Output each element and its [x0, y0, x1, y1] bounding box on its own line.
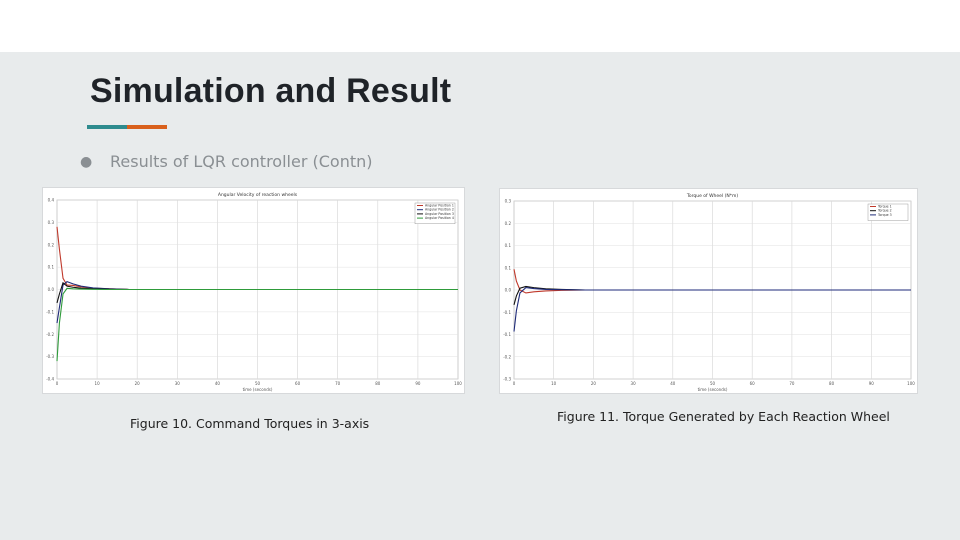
slide-title: Simulation and Result	[90, 72, 452, 110]
fig11-y-tick-label: -0.1	[503, 332, 511, 337]
figure-11-plot: 0 10 20 30 40 50 60 70 80 90 100 -0.3 -0.2 -0.1 -0.1 0.…	[499, 188, 918, 394]
fig11-y-tick-label: 0.1	[505, 265, 512, 270]
fig11-x-axis-label: time (seconds)	[698, 387, 728, 392]
fig11-legend-label: Torque 3	[877, 213, 892, 217]
fig10-y-tick-label: -0.1	[46, 309, 54, 314]
fig10-x-tick-label: 100	[454, 381, 462, 386]
fig10-legend-label: Angular Position 2	[425, 208, 454, 212]
fig11-y-tick-label: 0.3	[505, 199, 512, 204]
fig10-x-tick-label: 40	[215, 381, 221, 386]
fig10-x-tick-label: 80	[375, 381, 381, 386]
fig10-y-tick-label: 0.2	[48, 242, 55, 247]
figure-10-caption: Figure 10. Command Torques in 3-axis	[130, 416, 370, 431]
accent-bar-orange	[127, 125, 167, 129]
accent-bar	[87, 125, 167, 129]
fig10-y-tick-label: -0.3	[46, 354, 54, 359]
fig11-x-tick-label: 50	[710, 381, 716, 386]
accent-bar-teal	[87, 125, 127, 129]
fig11-x-tick-label: 60	[750, 381, 756, 386]
fig10-x-tick-label: 20	[135, 381, 141, 386]
fig10-legend-label: Angular Position 3	[425, 212, 454, 216]
bullet-text: Results of LQR controller (Contn)	[110, 152, 373, 171]
fig11-y-tick-label: 0.2	[505, 221, 512, 226]
fig11-y-tick-label: -0.3	[503, 377, 511, 382]
figure-11-chart: 0 10 20 30 40 50 60 70 80 90 100 -0.3 -0.2 -0.1 -0.1 0.…	[503, 193, 915, 392]
fig10-y-tick-label: -0.4	[46, 377, 54, 382]
fig10-y-tick-label: -0.2	[46, 332, 54, 337]
fig10-legend-label: Angular Position 1	[425, 204, 454, 208]
figure-10-plot: 0 10 20 30 40 50 60 70 80 90 100 -0.4 -0.3 -0.2 -0.1 0.…	[42, 187, 465, 394]
fig10-legend-label: Angular Position 4	[425, 216, 454, 220]
fig10-x-tick-label: 90	[415, 381, 421, 386]
fig10-y-tick-label: 0.3	[48, 220, 55, 225]
fig11-y-tick-label: 0.0	[505, 288, 512, 293]
fig11-x-tick-label: 30	[631, 381, 637, 386]
bullet-dot-icon: ●	[80, 153, 93, 170]
fig10-legend	[414, 202, 456, 224]
fig11-y-tick-label: -0.1	[503, 310, 511, 315]
fig11-series-line-3	[513, 287, 911, 332]
fig11-x-tick-label: 100	[907, 381, 915, 386]
fig11-x-tick-label: 40	[670, 381, 676, 386]
fig10-x-tick-label: 30	[175, 381, 181, 386]
figure-10-chart: 0 10 20 30 40 50 60 70 80 90 100 -0.4 -0.3 -0.2 -0.1 0.…	[46, 192, 462, 392]
fig11-y-tick-label: -0.2	[503, 354, 511, 359]
fig10-title: Angular Velocity of reaction wheels	[218, 192, 298, 198]
bullet-item: ● Results of LQR controller (Contn)	[80, 152, 373, 171]
fig10-y-tick-label: 0.1	[48, 265, 55, 270]
fig11-x-tick-label: 0	[513, 381, 516, 386]
figure-11-caption: Figure 11. Torque Generated by Each Reac…	[557, 409, 890, 424]
fig11-x-tick-label: 90	[869, 381, 875, 386]
fig10-x-tick-label: 10	[95, 381, 101, 386]
fig10-x-tick-label: 70	[335, 381, 341, 386]
fig11-x-tick-label: 80	[829, 381, 835, 386]
fig10-y-tick-label: 0.4	[48, 198, 55, 203]
fig11-legend-label: Torque 1	[877, 205, 892, 209]
fig11-x-tick-label: 70	[789, 381, 795, 386]
fig10-series-line-4	[56, 287, 458, 362]
fig11-title: Torque of Wheel (N*m)	[686, 193, 738, 199]
fig11-x-tick-label: 10	[551, 381, 557, 386]
fig10-x-tick-label: 0	[56, 381, 59, 386]
fig10-x-axis-label: time (seconds)	[243, 387, 273, 392]
fig11-legend	[867, 203, 909, 221]
fig11-legend-label: Torque 2	[877, 209, 892, 213]
fig11-y-tick-label: 0.1	[505, 243, 512, 248]
fig10-x-tick-label: 50	[255, 381, 261, 386]
fig10-x-tick-label: 60	[295, 381, 301, 386]
fig11-x-tick-label: 20	[591, 381, 597, 386]
fig10-y-tick-label: 0.0	[48, 287, 55, 292]
